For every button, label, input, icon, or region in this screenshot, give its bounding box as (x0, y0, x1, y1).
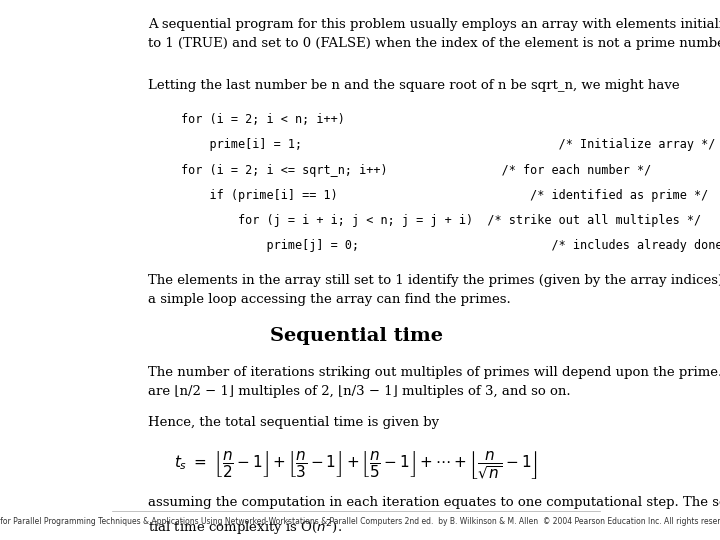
Text: for (i = 2; i < n; i++): for (i = 2; i < n; i++) (181, 113, 345, 126)
Text: Letting the last number be n and the square root of n be sqrt_n, we might have: Letting the last number be n and the squ… (148, 79, 679, 92)
Text: prime[j] = 0;                           /* includes already done */: prime[j] = 0; /* includes already done *… (181, 239, 720, 252)
Text: The elements in the array still set to 1 identify the primes (given by the array: The elements in the array still set to 1… (148, 274, 720, 306)
Text: for (j = i + i; j < n; j = j + i)  /* strike out all multiples */: for (j = i + i; j < n; j = j + i) /* str… (181, 214, 701, 227)
Text: assuming the computation in each iteration equates to one computational step. Th: assuming the computation in each iterati… (148, 496, 720, 509)
Text: if (prime[i] == 1)                           /* identified as prime */: if (prime[i] == 1) /* identified as prim… (181, 189, 708, 202)
Text: Sequential time: Sequential time (269, 327, 443, 345)
Text: $t_s \ = \ \left\lfloor\dfrac{n}{2}-1\right\rfloor + \left\lfloor\dfrac{n}{3}-1\: $t_s \ = \ \left\lfloor\dfrac{n}{2}-1\ri… (174, 449, 538, 481)
Text: Hence, the total sequential time is given by: Hence, the total sequential time is give… (148, 416, 438, 429)
Text: The number of iterations striking out multiples of primes will depend upon the p: The number of iterations striking out mu… (148, 366, 720, 398)
Text: A sequential program for this problem usually employs an array with elements ini: A sequential program for this problem us… (148, 18, 720, 50)
Text: Slides for Parallel Programming Techniques & Applications Using Networked Workst: Slides for Parallel Programming Techniqu… (0, 517, 720, 526)
Text: prime[i] = 1;                                    /* Initialize array */: prime[i] = 1; /* Initialize array */ (181, 138, 715, 151)
Text: for (i = 2; i <= sqrt_n; i++)                /* for each number */: for (i = 2; i <= sqrt_n; i++) /* for eac… (181, 164, 651, 177)
Text: tial time complexity is O($n^2$).: tial time complexity is O($n^2$). (148, 519, 342, 538)
